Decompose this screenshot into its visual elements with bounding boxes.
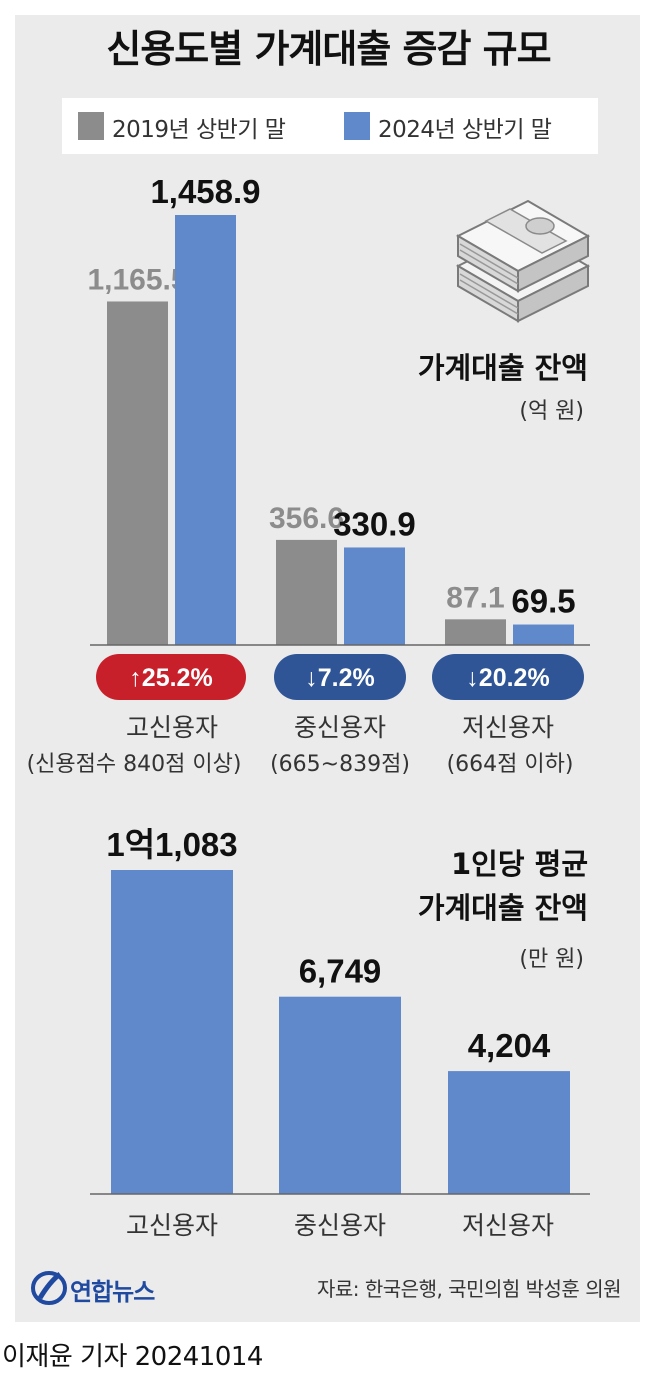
value-label-2024-low: 69.5 — [511, 583, 575, 620]
value-label-2019-mid: 356.6 — [269, 502, 344, 535]
change-pill-low: ↓20.2% — [432, 654, 584, 700]
value-label-2024-mid: 330.9 — [333, 505, 416, 542]
bar-2024-high — [175, 215, 236, 645]
legend: 2019년 상반기 말 2024년 상반기 말 — [62, 98, 598, 154]
money-stack-icon — [455, 199, 591, 323]
change-label-high: ↑25.2% — [129, 664, 212, 692]
value-label-2024-high: 1,458.9 — [150, 173, 260, 210]
yonhap-logo-text: 연합뉴스 — [70, 1278, 155, 1306]
bottom-category-mid: 중신용자 — [294, 1211, 386, 1240]
bottom-chart-title-line1: 1인당 평균 — [451, 847, 588, 881]
bottom-chart-unit: (만 원) — [519, 947, 584, 972]
value-label-2019-low: 87.1 — [446, 581, 504, 614]
yonhap-logo: 연합뉴스 — [30, 1268, 200, 1308]
top-chart-title: 가계대출 잔액 — [418, 351, 588, 385]
top-category-low-sub: (664점 이하) — [447, 752, 574, 777]
top-category-high: 고신용자 — [126, 713, 218, 742]
legend-label-2024: 2024년 상반기 말 — [378, 117, 552, 143]
per-capita-bar-high — [111, 870, 233, 1194]
change-pill-mid: ↓7.2% — [274, 654, 406, 700]
bar-2019-mid — [276, 539, 337, 645]
per-capita-value-low: 4,204 — [468, 1027, 551, 1064]
bottom-category-low: 저신용자 — [462, 1211, 554, 1240]
bottom-category-high: 고신용자 — [126, 1211, 218, 1240]
change-pill-high: ↑25.2% — [96, 654, 246, 700]
reporter-credit: 이재윤 기자 20241014 — [2, 1342, 263, 1372]
per-capita-value-mid: 6,749 — [299, 953, 382, 990]
value-label-2019-high: 1,165.5 — [87, 263, 187, 296]
legend-label-2019: 2019년 상반기 말 — [112, 117, 286, 143]
yonhap-logo-icon — [31, 1271, 67, 1305]
per-capita-bar-low — [448, 1071, 570, 1194]
per-capita-bar-mid — [279, 996, 401, 1194]
chart-title: 신용도별 가계대출 증감 규모 — [106, 27, 551, 71]
top-category-mid: 중신용자 — [294, 713, 386, 742]
change-label-mid: ↓7.2% — [305, 664, 374, 692]
top-chart-unit: (억 원) — [519, 399, 584, 424]
bar-2019-low — [445, 619, 506, 645]
bar-2019-high — [107, 301, 168, 645]
bottom-chart-title-line2: 가계대출 잔액 — [418, 891, 588, 925]
top-category-high-sub: (신용점수 840점 이상) — [27, 752, 242, 777]
legend-swatch-2024 — [344, 112, 370, 140]
legend-swatch-2019 — [78, 112, 104, 140]
source-note: 자료: 한국은행, 국민의힘 박성훈 의원 — [316, 1277, 622, 1301]
change-label-low: ↓20.2% — [466, 664, 549, 692]
top-category-low: 저신용자 — [462, 713, 554, 742]
bar-2024-mid — [344, 547, 405, 645]
per-capita-value-high: 1억1,083 — [106, 826, 237, 863]
bar-2024-low — [513, 624, 574, 645]
top-category-mid-sub: (665~839점) — [270, 752, 410, 777]
